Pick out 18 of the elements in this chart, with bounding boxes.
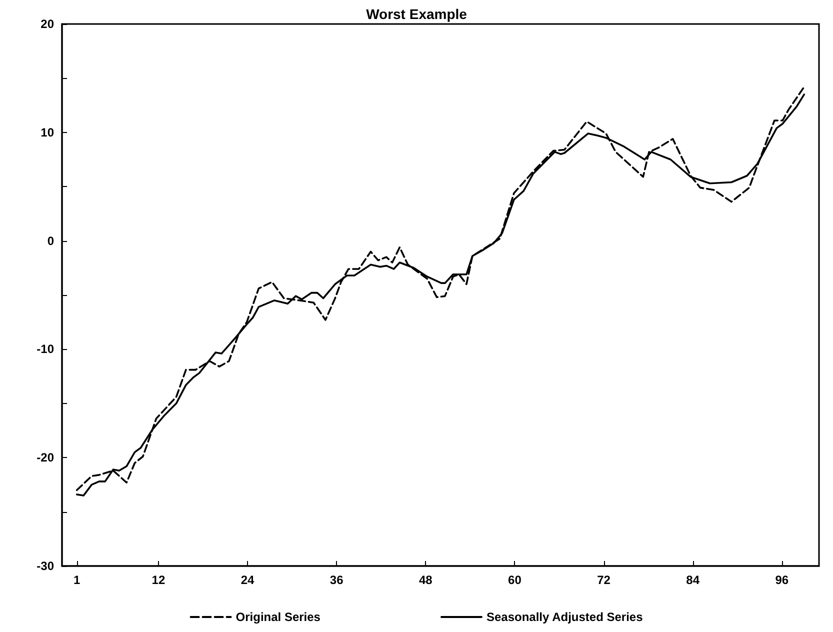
x-tick-label: 36 [330,573,344,587]
x-tick-label: 84 [686,573,700,587]
legend-label: Seasonally Adjusted Series [486,610,644,624]
y-tick-label: 20 [40,17,54,31]
x-tick-label: 60 [508,573,522,587]
x-tick-label: 96 [775,573,789,587]
y-tick-label: 10 [40,125,54,140]
chart-title: Worst Example [366,6,468,22]
x-tick-label: 24 [240,573,255,587]
y-tick-label: -20 [36,450,54,465]
y-tick-label: -30 [36,559,54,573]
y-tick-label: 0 [47,234,54,248]
x-tick-label: 48 [418,573,433,587]
x-tick-label: 72 [597,573,611,587]
legend-label: Original Series [236,610,321,624]
x-tick-label: 12 [152,573,166,587]
x-tick-label: 1 [74,573,80,587]
y-tick-label: -10 [36,342,54,356]
